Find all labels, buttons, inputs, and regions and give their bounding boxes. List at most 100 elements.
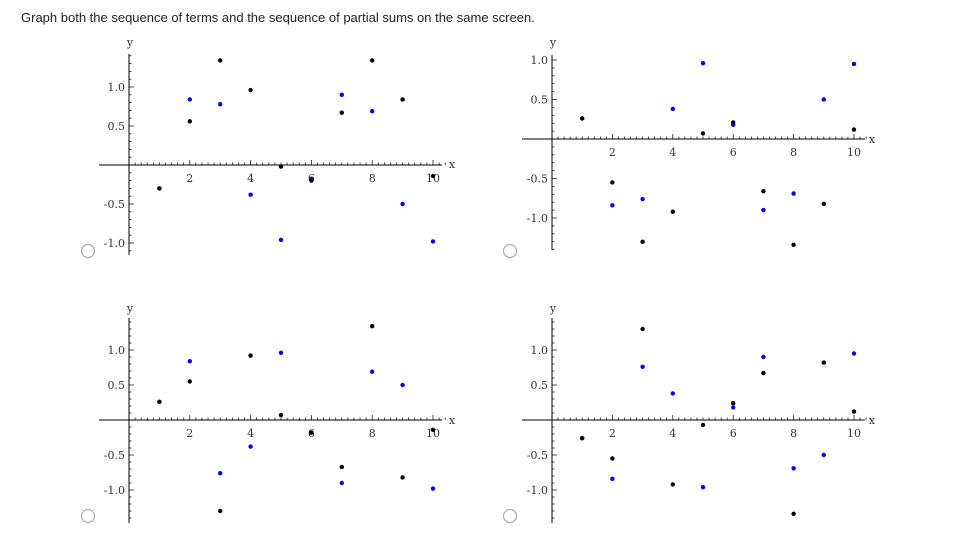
y-tick-label: 0.5 <box>531 94 549 107</box>
y-tick-label: 1.0 <box>531 54 549 67</box>
chart-panel-2: y x 2 4 6 8 10 1.0 0.5 -0.5 -1.0 <box>502 36 876 259</box>
term-point <box>400 201 405 207</box>
term-point <box>700 485 706 490</box>
x-axis-label: x <box>869 133 876 146</box>
term-point <box>430 239 436 244</box>
y-tick-label: -0.5 <box>104 198 125 211</box>
partial-sum-point <box>400 97 405 102</box>
term-point <box>370 369 375 374</box>
term-point <box>278 237 284 243</box>
partial-sum-point <box>157 399 162 404</box>
partial-sum-point <box>370 324 375 329</box>
term-point <box>218 101 223 107</box>
term-point <box>278 350 284 355</box>
term-point <box>187 97 192 102</box>
partial-sum-point <box>248 353 253 358</box>
term-point <box>248 444 253 449</box>
term-point <box>400 382 405 388</box>
partial-sum-point <box>278 412 284 418</box>
term-point <box>640 196 645 202</box>
x-tick-label: 2 <box>609 427 616 440</box>
y-tick-label: -1.0 <box>104 484 125 497</box>
partial-sum-point <box>670 482 675 487</box>
term-point <box>339 92 344 98</box>
partial-sum-point <box>761 370 766 376</box>
y-tick-label: -0.5 <box>104 449 125 462</box>
partial-sum-point <box>157 186 162 191</box>
x-tick-label: 8 <box>369 427 376 440</box>
term-point <box>610 203 615 208</box>
term-point <box>761 207 766 213</box>
partial-sum-point <box>309 178 314 183</box>
y-axis-label: y <box>126 36 134 49</box>
partial-sum-point <box>339 464 344 470</box>
y-tick-label: -1.0 <box>104 237 125 250</box>
term-point <box>670 106 675 112</box>
x-tick-label: 4 <box>669 146 676 159</box>
term-point <box>821 452 826 458</box>
x-tick-label: 10 <box>426 427 440 440</box>
term-point <box>430 486 436 491</box>
x-tick-label: 2 <box>186 427 193 440</box>
y-tick-label: 1.0 <box>108 81 126 94</box>
partial-sum-point <box>580 436 585 441</box>
term-point <box>248 192 253 197</box>
y-axis-label: y <box>126 302 134 315</box>
x-tick-label: 2 <box>186 172 193 185</box>
partial-sum-point <box>821 201 826 206</box>
partial-sum-point <box>640 326 645 332</box>
partial-sum-point <box>218 508 223 514</box>
term-point <box>640 364 645 369</box>
chart-panel-4: y x 2 4 6 8 10 1.0 0.5 -0.5 -1.0 <box>502 302 876 524</box>
x-tick-label: 8 <box>790 427 797 440</box>
partial-sum-point <box>791 511 796 516</box>
partial-sum-point <box>761 188 766 194</box>
partial-sum-point <box>248 87 253 93</box>
x-tick-label: 4 <box>247 172 254 185</box>
term-point <box>187 359 192 364</box>
partial-sum-point <box>400 475 405 480</box>
partial-sum-point <box>278 164 284 169</box>
answer-radio-2[interactable] <box>502 243 518 259</box>
term-point <box>761 354 766 360</box>
partial-sum-point <box>187 379 192 384</box>
partial-sum-point <box>700 422 706 428</box>
partial-sum-point <box>309 430 314 435</box>
term-point <box>821 97 826 102</box>
partial-sum-point <box>700 131 706 136</box>
partial-sum-point <box>640 239 645 244</box>
term-point <box>731 405 736 410</box>
term-point <box>791 191 796 196</box>
x-axis-label: x <box>449 158 456 171</box>
answer-radio-3[interactable] <box>80 508 96 524</box>
x-tick-label: 2 <box>609 146 616 159</box>
answer-radio-1[interactable] <box>80 243 96 259</box>
y-tick-label: 1.0 <box>108 344 126 357</box>
term-point <box>851 351 857 356</box>
term-point <box>339 480 344 486</box>
partial-sum-point <box>670 209 675 214</box>
partial-sum-point <box>791 242 796 248</box>
y-tick-label: -0.5 <box>527 449 548 462</box>
y-tick-label: -0.5 <box>527 173 548 186</box>
term-point <box>851 61 857 67</box>
x-tick-label: 8 <box>790 146 797 159</box>
term-point <box>610 476 615 481</box>
term-point <box>791 466 796 471</box>
x-tick-label: 10 <box>847 146 861 159</box>
y-tick-label: 0.5 <box>108 379 126 392</box>
partial-sum-point <box>731 120 736 125</box>
partial-sum-point <box>821 360 826 365</box>
y-tick-label: 1.0 <box>531 344 549 357</box>
partial-sum-point <box>218 58 223 63</box>
partial-sum-point <box>339 110 344 115</box>
term-point <box>700 60 706 66</box>
y-tick-label: 0.5 <box>531 379 549 392</box>
x-axis-label: x <box>869 414 876 427</box>
answer-radio-4[interactable] <box>502 508 518 524</box>
y-tick-label: 0.5 <box>108 120 126 133</box>
partial-sum-point <box>187 119 192 124</box>
x-tick-label: 6 <box>730 146 737 159</box>
